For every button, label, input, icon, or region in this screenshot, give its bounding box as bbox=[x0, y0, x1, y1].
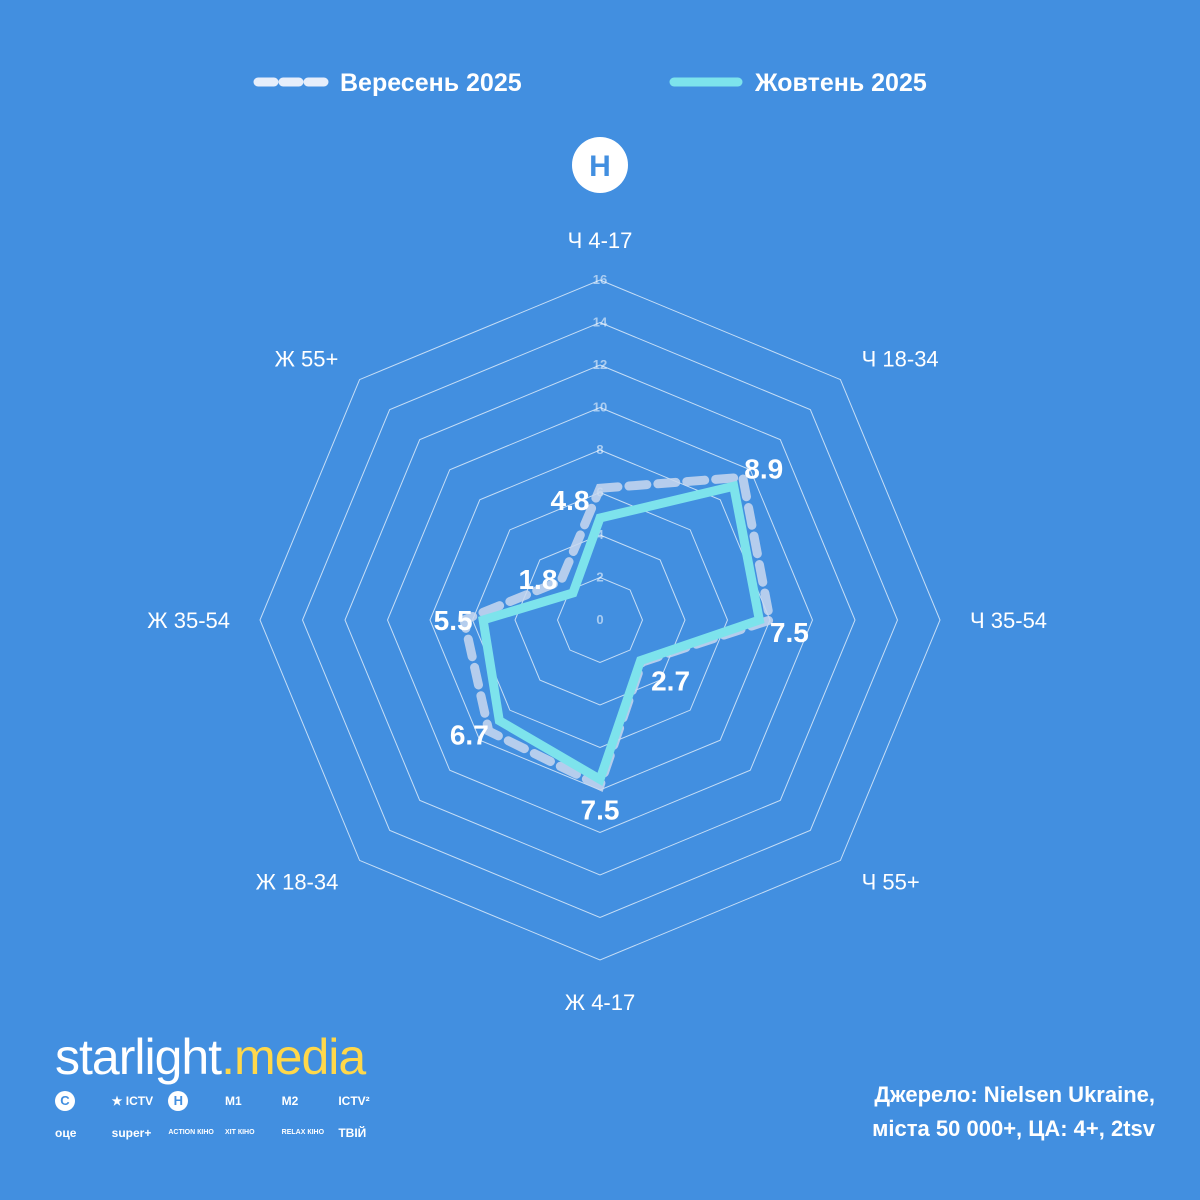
grid-ring-16 bbox=[259, 279, 941, 961]
channel-n-logo-icon: Н bbox=[572, 137, 628, 193]
brand-name-part1: starlight bbox=[55, 1029, 222, 1085]
radar-labels: Ч 4-17 Ч 18-34 Ч 35-54 Ч 55+ Ж 4-17 Ж 18-34 Ж … bbox=[147, 228, 1047, 1015]
channel-relax-kino-icon: RELAX КІНО bbox=[281, 1129, 325, 1136]
channel-m2-icon: M2 bbox=[281, 1094, 299, 1108]
tick-label-8: 8 bbox=[596, 442, 603, 457]
channel-ictv-icon: ★ ICTV bbox=[111, 1094, 154, 1108]
grid-ring-2 bbox=[556, 576, 644, 664]
axis-label-1: Ч 18-34 bbox=[862, 346, 939, 371]
grid-ring-6 bbox=[471, 491, 729, 749]
tick-label-10: 10 bbox=[593, 400, 607, 415]
series-line-1 bbox=[478, 480, 765, 787]
channel-ictv2-icon: ICTV² bbox=[338, 1094, 370, 1108]
tick-label-0: 0 bbox=[596, 612, 603, 627]
brand-name-part2: media bbox=[233, 1029, 366, 1085]
axis-label-0: Ч 4-17 bbox=[568, 228, 633, 253]
logo-letter: Н bbox=[589, 150, 611, 183]
tick-label-2: 2 bbox=[596, 570, 603, 585]
tick-label-14: 14 bbox=[593, 315, 608, 330]
tick-label-12: 12 bbox=[593, 357, 607, 372]
legend-label-september: Вересень 2025 bbox=[340, 69, 522, 97]
channel-hit-kino-icon: ХІТ КІНО bbox=[225, 1129, 255, 1136]
data-label-4: 7.5 bbox=[581, 794, 620, 825]
tick-label-16: 16 bbox=[593, 272, 607, 287]
data-label-0: 4.8 bbox=[551, 485, 590, 516]
grid-ring-12 bbox=[344, 364, 856, 876]
channel-m1-icon: M1 bbox=[225, 1094, 242, 1108]
grid-ring-4 bbox=[514, 534, 686, 706]
axis-label-6: Ж 35-54 bbox=[147, 608, 230, 633]
grid-ring-14 bbox=[301, 321, 899, 919]
data-label-2: 7.5 bbox=[770, 617, 809, 648]
axis-label-5: Ж 18-34 bbox=[256, 870, 339, 895]
channel-tviy-icon: ТВІЙ bbox=[338, 1126, 367, 1140]
radar-series bbox=[458, 472, 776, 793]
legend: Вересень 2025 Жовтень 2025 bbox=[253, 69, 927, 97]
data-label-1: 8.9 bbox=[744, 453, 783, 484]
source-note: Джерело: Nielsen Ukraine, міста 50 000+,… bbox=[872, 1078, 1155, 1146]
channel-logos: C ★ ICTV Н M1 M2 ICTV² оце super+ ACTION… bbox=[55, 1090, 395, 1144]
source-line-2: міста 50 000+, ЦА: 4+, 2tsv bbox=[872, 1116, 1155, 1141]
grid-ring-10 bbox=[386, 406, 814, 834]
data-label-5: 6.7 bbox=[450, 720, 489, 751]
legend-label-october: Жовтень 2025 bbox=[754, 69, 927, 97]
tick-label-4: 4 bbox=[596, 527, 604, 542]
series-line-0 bbox=[458, 472, 776, 793]
axis-label-4: Ж 4-17 bbox=[565, 990, 635, 1015]
channel-c-icon: C bbox=[55, 1090, 112, 1112]
axis-label-3: Ч 55+ bbox=[862, 870, 920, 895]
channel-superplus-icon: super+ bbox=[111, 1126, 152, 1140]
data-label-3: 2.7 bbox=[651, 666, 690, 697]
source-line-1: Джерело: Nielsen Ukraine, bbox=[874, 1082, 1155, 1107]
channel-n-icon: Н bbox=[168, 1090, 225, 1112]
axis-label-7: Ж 55+ bbox=[275, 346, 339, 371]
brand-dot: . bbox=[221, 1029, 235, 1085]
channel-action-kino-icon: ACTION КІНО bbox=[168, 1129, 214, 1136]
channel-oce-icon: оце bbox=[55, 1126, 77, 1140]
brand-logo: starlight.media bbox=[55, 1028, 366, 1086]
data-label-6: 5.5 bbox=[434, 605, 473, 636]
axis-label-2: Ч 35-54 bbox=[970, 608, 1047, 633]
data-label-7: 1.8 bbox=[518, 564, 557, 595]
